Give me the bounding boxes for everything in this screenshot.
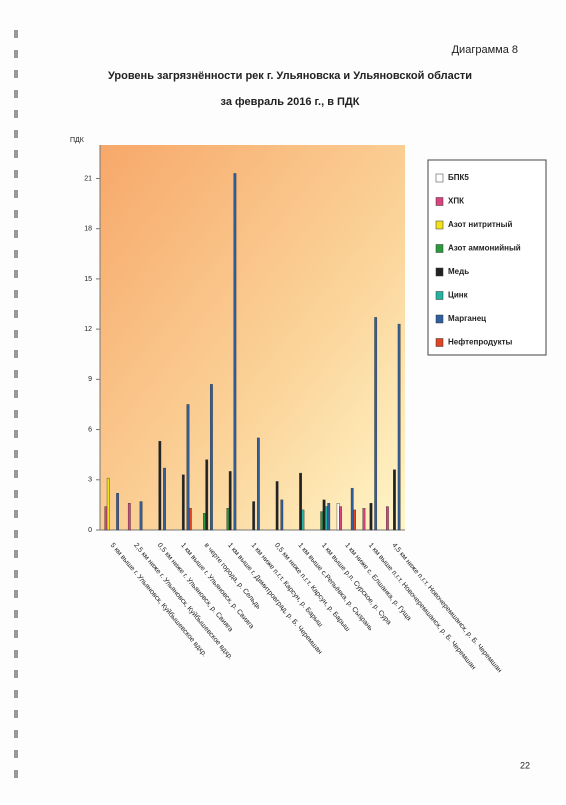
legend-swatch (435, 197, 444, 206)
legend (427, 159, 547, 356)
legend-swatch (435, 244, 444, 253)
bar (158, 441, 162, 531)
bar (280, 499, 284, 531)
y-tick-label: 0 (88, 527, 92, 534)
bar (205, 459, 209, 531)
bar (228, 471, 232, 531)
legend-swatch (435, 338, 444, 347)
bar (362, 508, 366, 531)
legend-swatch (435, 314, 444, 324)
legend-label: Азот нитритный (448, 220, 512, 229)
y-tick-label: 12 (84, 326, 92, 333)
bar (386, 506, 389, 531)
y-tick-label: 18 (84, 226, 92, 233)
legend-swatch (435, 173, 444, 183)
bar (203, 513, 206, 531)
y-tick-label: 15 (84, 276, 92, 283)
chart-title: Уровень загрязнённости рек г. Ульяновска… (108, 70, 472, 82)
header: Диаграмма 8 (452, 44, 518, 56)
bar (104, 506, 108, 531)
bar (327, 503, 331, 531)
plot-area (100, 145, 405, 530)
legend-label: Азот аммонийный (448, 244, 521, 253)
legend-label: Марганец (448, 314, 486, 323)
y-tick-label: 3 (88, 477, 92, 484)
bar (322, 499, 326, 531)
legend-label: Цинк (448, 291, 469, 300)
bar (210, 384, 213, 531)
page-number: 22 (520, 760, 530, 770)
bar (369, 503, 373, 531)
bar (252, 501, 256, 531)
bar (116, 492, 119, 531)
bar (397, 323, 401, 531)
legend-label: Медь (448, 267, 469, 276)
bar (339, 506, 342, 531)
bar (106, 477, 110, 531)
bar (336, 503, 340, 531)
legend-label: БПК5 (448, 173, 469, 182)
y-axis-label: ПДК (70, 137, 85, 144)
legend-swatch (435, 220, 444, 230)
legend-swatch (435, 291, 444, 300)
legend-label: ХПК (448, 197, 464, 206)
bar (374, 317, 378, 531)
bar (299, 472, 302, 531)
bar (226, 508, 230, 531)
bar (181, 474, 185, 531)
y-tick-label: 9 (88, 376, 92, 383)
bar (275, 481, 279, 531)
bar (163, 467, 166, 531)
y-tick-label: 6 (88, 426, 92, 433)
chart-subtitle: за февраль 2016 г., в ПДК (221, 96, 360, 108)
bar (350, 487, 354, 531)
bar (188, 508, 192, 531)
bar (393, 469, 396, 531)
bar (301, 509, 305, 531)
legend-label: Нефтепродукты (448, 338, 513, 347)
bar (127, 503, 131, 531)
bar (320, 511, 324, 531)
bar (233, 173, 237, 531)
bar (186, 404, 190, 531)
bar (139, 501, 143, 531)
bar (256, 437, 260, 531)
bar (325, 506, 328, 531)
bar (353, 509, 356, 531)
y-tick-label: 21 (84, 175, 92, 182)
legend-swatch (435, 267, 444, 277)
